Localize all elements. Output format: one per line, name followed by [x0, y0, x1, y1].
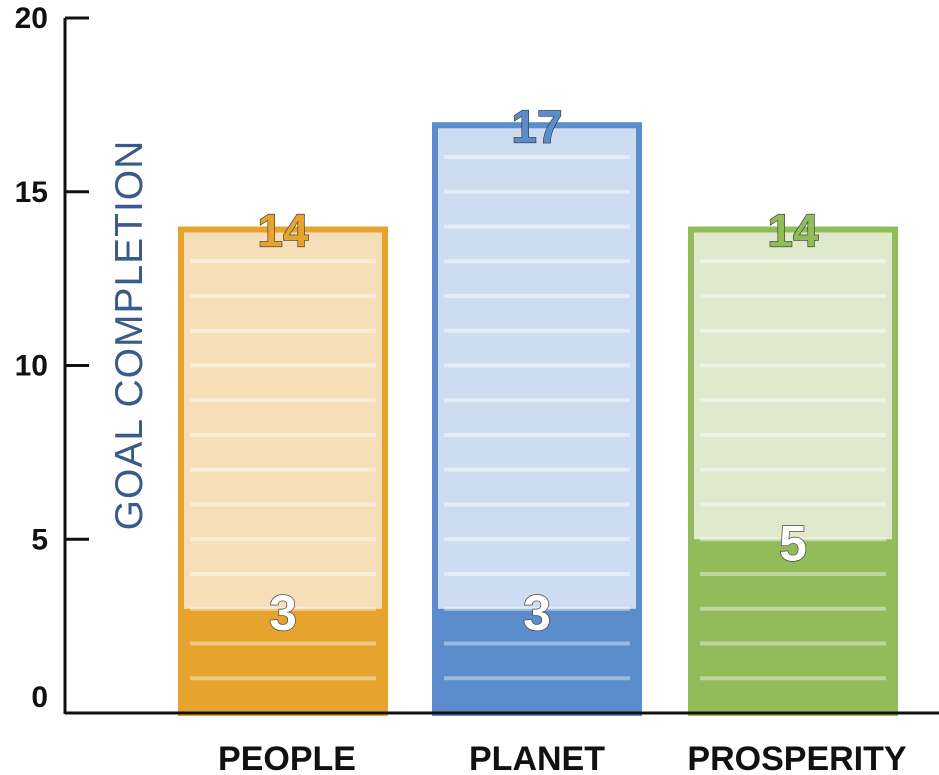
bar-group-people	[178, 226, 388, 716]
y-tick-label: 0	[31, 681, 48, 714]
y-ticks-layer: 0 5 10 15 20	[15, 2, 89, 714]
category-label-people: PEOPLE	[218, 740, 356, 775]
value-labels-layer: 14 3 17 3 14 5	[257, 100, 820, 642]
bar-total-label: 14	[257, 205, 309, 257]
bar-base-label: 3	[269, 585, 297, 641]
bar-base-label: 5	[779, 515, 807, 571]
y-tick-label: 5	[31, 523, 48, 556]
bar-base-segment	[688, 539, 898, 713]
bar-total-label: 14	[767, 205, 819, 257]
category-label-planet: PLANET	[469, 740, 605, 775]
bar-total-label: 17	[511, 100, 562, 152]
bars-layer	[178, 122, 898, 716]
bar-total-segment	[432, 122, 642, 609]
y-tick-label: 10	[15, 350, 48, 383]
bar-group-prosperity	[688, 226, 898, 716]
y-tick-label: 15	[15, 176, 48, 209]
bar-base-segment	[432, 608, 642, 713]
bar-total-segment	[178, 226, 388, 609]
category-label-prosperity: PROSPERITY	[687, 740, 906, 775]
bar-total-segment	[688, 226, 898, 540]
category-labels-layer: PEOPLE PLANET PROSPERITY	[218, 740, 907, 775]
bar-base-segment	[178, 608, 388, 713]
bar-base-label: 3	[523, 585, 551, 641]
y-tick-label: 20	[15, 2, 48, 35]
y-axis-label: GOAL COMPLETION	[108, 140, 151, 531]
bar-group-planet	[432, 122, 642, 716]
